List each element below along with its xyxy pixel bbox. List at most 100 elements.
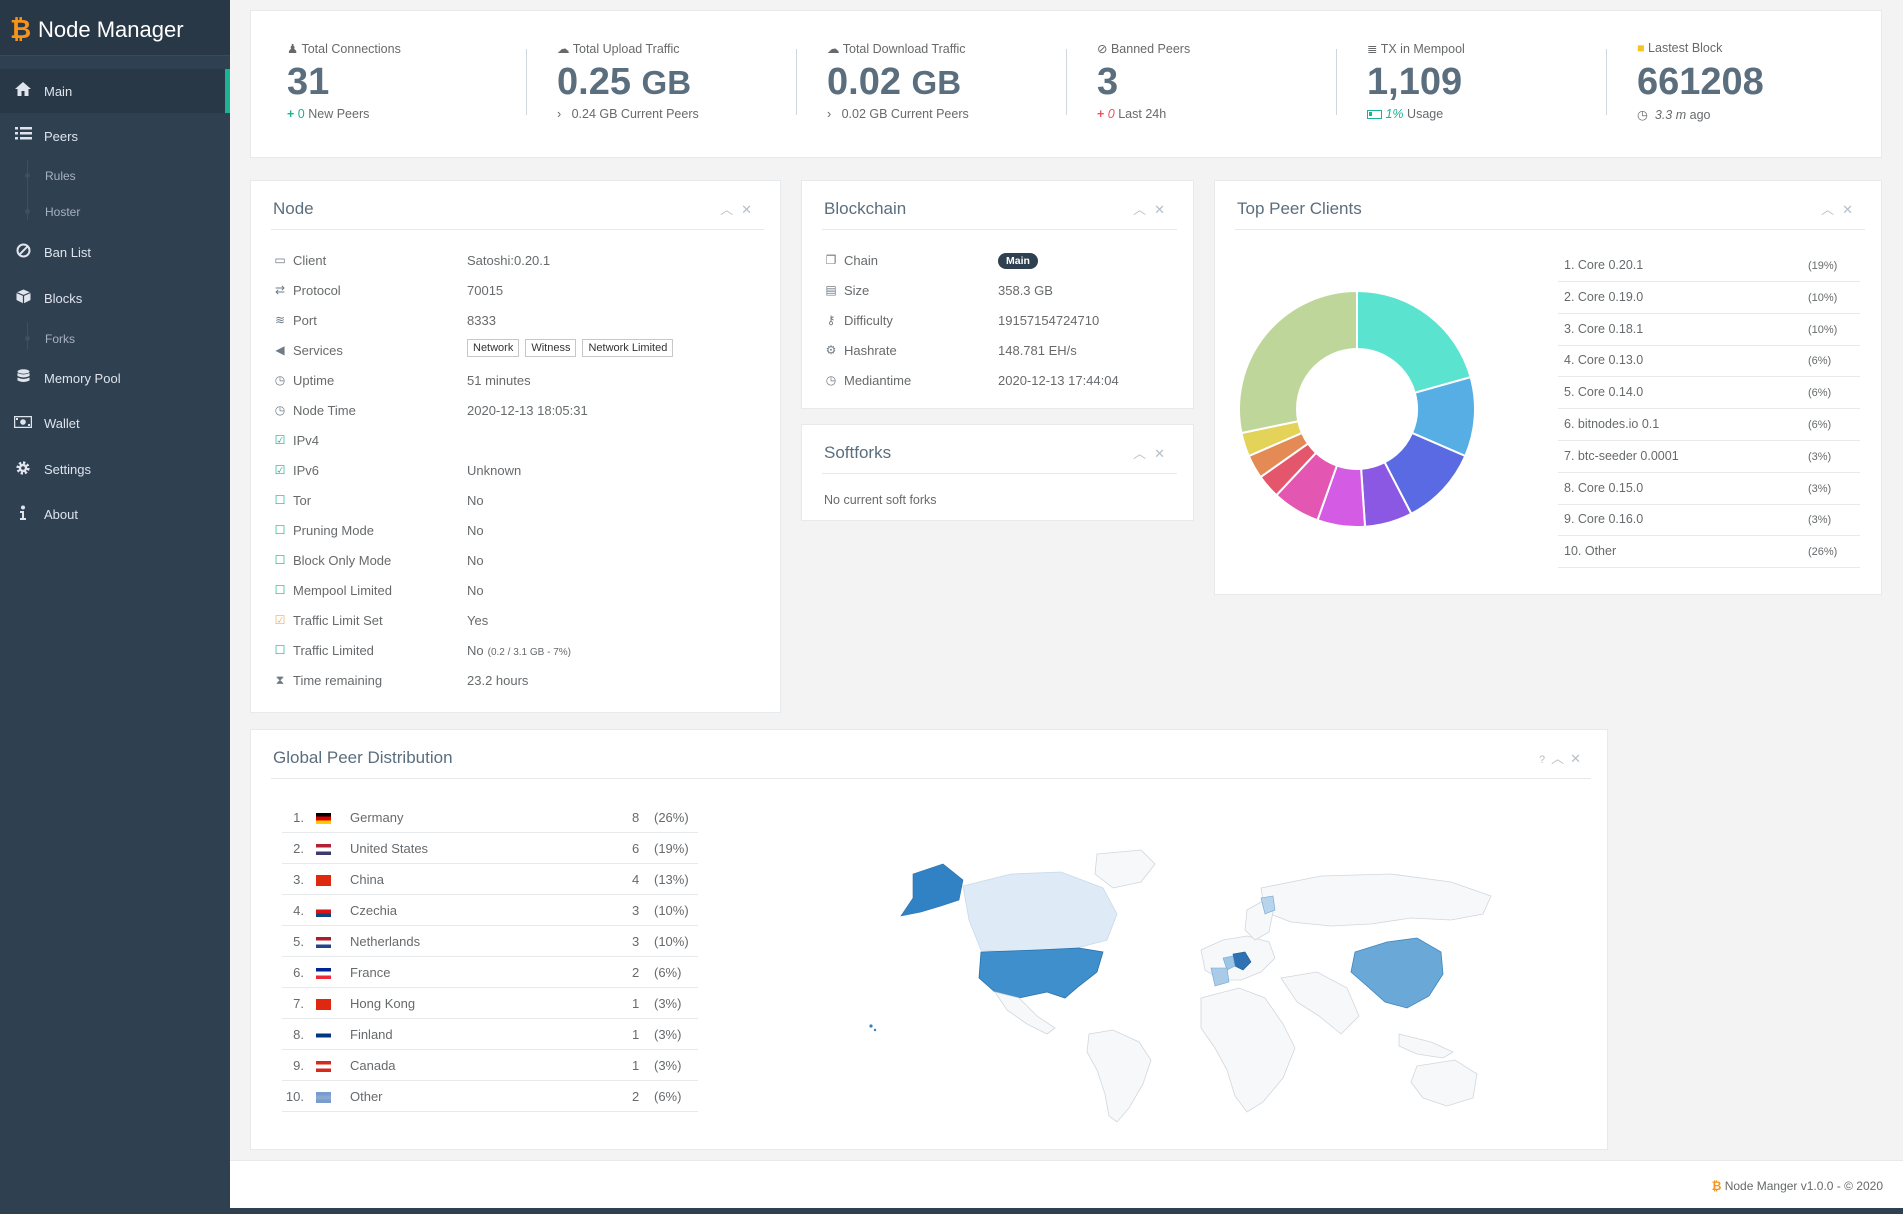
stats-panel: ♟ Total Connections 31 + 0 New Peers ☁ T… xyxy=(250,10,1882,158)
sidebar-item-peers[interactable]: Peers xyxy=(0,122,230,152)
property-value: 148.781 EH/s xyxy=(998,343,1077,358)
chain-badge: Main xyxy=(998,253,1038,269)
country-index: 2. xyxy=(293,841,304,856)
country-index: 1. xyxy=(293,810,304,825)
property-value: No xyxy=(467,493,484,508)
peer-percent: (3%) xyxy=(654,1058,682,1073)
client-percent: (10%) xyxy=(1808,291,1838,304)
panel-title: Global Peer Distribution xyxy=(273,748,453,767)
stat-value: 3 xyxy=(1097,61,1119,103)
collapse-icon[interactable]: ︿ xyxy=(1551,751,1571,766)
sidebar-item-settings[interactable]: Settings xyxy=(0,455,230,485)
collapse-icon[interactable]: ︿ xyxy=(1133,202,1155,217)
cogs-icon: ⚙ xyxy=(825,343,837,357)
country-index: 3. xyxy=(293,872,304,887)
service-tag: Witness xyxy=(525,339,577,357)
country-index: 5. xyxy=(293,934,304,949)
stat-label: TX in Mempool xyxy=(1380,42,1465,56)
brand-header[interactable]: ₿ Node Manager xyxy=(0,0,230,56)
property-value: 358.3 GB xyxy=(998,283,1053,298)
sidebar-item-rules[interactable]: Rules xyxy=(0,166,230,186)
square-icon: ☐ xyxy=(274,583,286,597)
stat-sub-unit: m xyxy=(1675,108,1687,122)
property-label: Mempool Limited xyxy=(293,583,392,598)
country-row: 10. Other 2 (6%) xyxy=(282,1081,698,1112)
sidebar-item-blocks[interactable]: Blocks xyxy=(0,284,230,314)
help-icon[interactable]: ? xyxy=(1538,754,1552,766)
country-index: 6. xyxy=(293,965,304,980)
sidebar-item-label: Wallet xyxy=(44,416,80,431)
stat-value: 661208 xyxy=(1637,61,1764,103)
panel-divider xyxy=(1235,229,1865,230)
peer-count: 4 xyxy=(632,872,640,887)
peer-percent: (26%) xyxy=(654,810,689,825)
sidebar-item-ban-list[interactable]: Ban List xyxy=(0,238,230,268)
property-label: Traffic Limited xyxy=(293,643,374,658)
stat-sub-value: 1% xyxy=(1385,107,1404,121)
sidebar-item-hoster[interactable]: Hoster xyxy=(0,202,230,222)
bitcoin-icon: ₿ xyxy=(1711,1179,1722,1193)
property-label: Node Time xyxy=(293,403,356,418)
collapse-icon[interactable]: ︿ xyxy=(1821,202,1843,217)
stat-value: 31 xyxy=(287,61,330,103)
peer-percent: (3%) xyxy=(654,996,682,1011)
donut-slice[interactable] xyxy=(1238,289,1358,435)
stat-sub-label: 0.02 GB Current Peers xyxy=(841,107,969,121)
sidebar-item-main[interactable]: Main xyxy=(0,69,230,113)
sidebar-item-about[interactable]: About xyxy=(0,500,230,530)
client-name: 2. Core 0.19.0 xyxy=(1564,289,1644,304)
close-icon[interactable]: ✕ xyxy=(1570,751,1587,766)
flag-icon xyxy=(316,968,331,979)
sidebar-item-wallet[interactable]: Wallet xyxy=(0,409,230,439)
property-label: Uptime xyxy=(293,373,335,388)
client-legend-row: 10. Other (26%) xyxy=(1558,536,1860,569)
collapse-icon[interactable]: ︿ xyxy=(720,202,742,217)
sidebar-item-label: Settings xyxy=(44,462,91,477)
property-value-text: 19157154724710 xyxy=(998,313,1100,328)
property-label: Size xyxy=(844,283,870,298)
close-icon[interactable]: ✕ xyxy=(741,202,760,217)
property-label: Block Only Mode xyxy=(293,553,392,568)
ban-icon xyxy=(14,243,32,262)
sidebar-item-label: Memory Pool xyxy=(44,371,121,386)
property-label: Traffic Limit Set xyxy=(293,613,383,628)
map-hawaii xyxy=(873,1028,877,1032)
property-value: Satoshi:0.20.1 xyxy=(467,253,550,268)
close-icon[interactable]: ✕ xyxy=(1842,202,1861,217)
property-value-text: 51 minutes xyxy=(467,373,531,388)
flag-icon xyxy=(316,875,331,886)
client-percent: (6%) xyxy=(1808,387,1832,400)
panel-divider xyxy=(271,778,1591,779)
close-icon[interactable]: ✕ xyxy=(1154,202,1173,217)
id-card-icon: ▭ xyxy=(274,253,286,267)
sidebar-item-forks[interactable]: Forks xyxy=(0,329,230,349)
property-value: 23.2 hours xyxy=(467,673,528,688)
country-name: United States xyxy=(350,841,429,856)
peer-percent: (6%) xyxy=(654,965,682,980)
client-percent: (10%) xyxy=(1808,323,1838,336)
sidebar-item-memory-pool[interactable]: Memory Pool xyxy=(0,364,230,394)
home-icon xyxy=(14,82,32,100)
close-icon[interactable]: ✕ xyxy=(1154,446,1173,461)
property-value-text: No xyxy=(467,553,484,568)
property-label: Client xyxy=(293,253,327,268)
peer-percent: (6%) xyxy=(654,1089,682,1104)
client-legend-row: 9. Core 0.16.0 (3%) xyxy=(1558,504,1860,537)
check-square-icon: ☑ xyxy=(274,433,286,447)
country-row: 9. Canada 1 (3%) xyxy=(282,1050,698,1081)
stat-total-connections: ♟ Total Connections 31 + 0 New Peers xyxy=(287,11,517,159)
stat-banned-peers: ⊘ Banned Peers 3 + 0 Last 24h xyxy=(1097,11,1327,159)
country-name: Czechia xyxy=(350,903,397,918)
collapse-icon[interactable]: ︿ xyxy=(1133,446,1155,461)
chevron-right-icon: › xyxy=(557,107,562,121)
client-name: 5. Core 0.14.0 xyxy=(1564,385,1644,400)
softforks-panel: Softforks ︿✕ No current soft forks xyxy=(801,424,1194,521)
donut-slice[interactable] xyxy=(1356,289,1472,395)
sidebar: ₿ Node Manager Main Peers Rules Hoster B… xyxy=(0,0,230,1214)
world-map xyxy=(869,849,1492,1122)
country-name: Netherlands xyxy=(350,934,421,949)
property-value-text: No xyxy=(467,643,484,658)
peer-count: 8 xyxy=(632,810,640,825)
map-north-asia xyxy=(1260,873,1492,927)
peer-percent: (13%) xyxy=(654,872,689,887)
